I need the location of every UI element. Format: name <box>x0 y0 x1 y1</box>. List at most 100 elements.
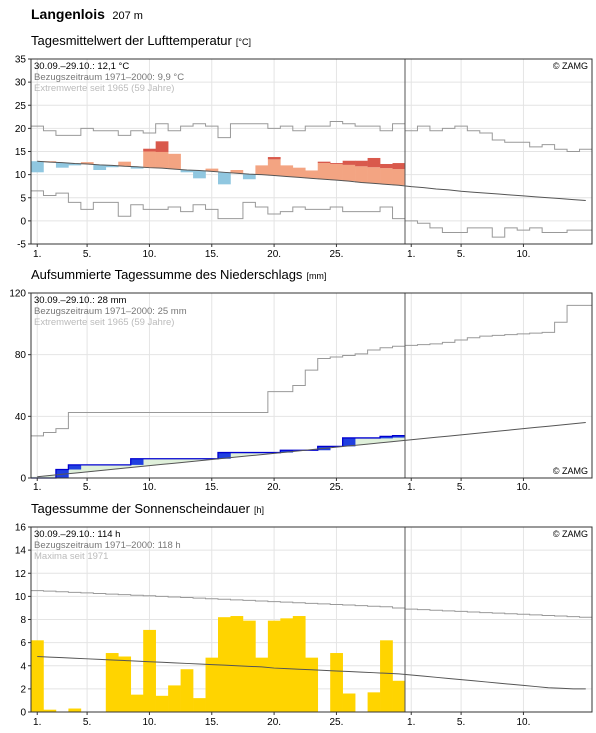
sunshine-bar <box>31 640 44 712</box>
temperature-anomaly-bar <box>255 165 269 175</box>
chart-title-text: Tagesmittelwert der Lufttemperatur <box>31 33 233 48</box>
temperature-anomaly-bar <box>317 161 331 164</box>
x-tick-label: 25. <box>329 717 343 728</box>
y-tick-label: 4 <box>20 661 26 672</box>
sunshine-bar <box>292 616 306 712</box>
min-extreme-line <box>31 190 592 238</box>
x-tick-label: 20. <box>267 249 281 260</box>
legend-info-line: Bezugszeitraum 1971–2000: 9,9 °C <box>34 72 184 83</box>
x-tick-label: 1. <box>407 717 415 728</box>
temperature-anomaly-bar <box>130 166 144 169</box>
x-tick-label: 15. <box>205 717 219 728</box>
x-tick-label: 20. <box>267 717 281 728</box>
sunshine-bar <box>367 692 381 712</box>
y-tick-label: 10 <box>15 170 27 181</box>
temperature-anomaly-bar <box>355 166 368 183</box>
sunshine-bar <box>380 640 393 712</box>
y-tick-label: 2 <box>20 684 26 695</box>
x-tick-label: 10. <box>516 717 530 728</box>
sunshine-bar <box>168 685 181 712</box>
sunshine-bar <box>118 656 132 712</box>
sunshine-bar <box>105 653 119 712</box>
x-tick-label: 25. <box>329 249 343 260</box>
chart-unit: [mm] <box>306 271 326 281</box>
y-tick-label: 120 <box>9 289 26 300</box>
precipitation-surplus-area <box>80 464 94 472</box>
sunshine-bar <box>218 617 231 712</box>
precipitation-surplus-area <box>193 458 206 461</box>
precipitation-surplus-area <box>367 437 381 444</box>
precipitation-surplus-area <box>242 452 256 456</box>
sunshine-bar <box>230 616 244 712</box>
temperature-chart: Tagesmittelwert der Lufttemperatur [°C] -5… <box>15 33 593 260</box>
y-tick-label: 25 <box>15 101 27 112</box>
chart-title: Aufsummierte Tagessumme des Niederschlag… <box>31 267 326 282</box>
legend-info-line: 30.09.–29.10.: 114 h <box>34 529 120 540</box>
precipitation-daily-bar <box>380 436 393 439</box>
x-tick-label: 15. <box>205 482 219 493</box>
y-tick-label: 14 <box>15 546 27 557</box>
precipitation-daily-bar <box>68 464 82 470</box>
y-tick-label: 0 <box>20 708 26 719</box>
sunshine-bar <box>267 620 281 712</box>
legend-info-line: Bezugszeitraum 1971–2000: 118 h <box>34 540 181 551</box>
y-tick-label: 12 <box>15 569 27 580</box>
station-name: Langenlois <box>31 6 105 22</box>
temperature-anomaly-bar <box>392 163 406 170</box>
precipitation-surplus-area <box>355 437 368 445</box>
y-tick-label: 15 <box>15 147 27 158</box>
precipitation-chart: Aufsummierte Tagessumme des Niederschlag… <box>9 267 593 493</box>
temperature-anomaly-bar <box>330 163 343 164</box>
precipitation-surplus-area <box>168 458 181 464</box>
y-tick-label: 35 <box>15 55 27 66</box>
x-tick-label: 5. <box>457 717 465 728</box>
temperature-anomaly-bar <box>218 172 231 185</box>
temperature-anomaly-bar <box>80 162 94 164</box>
legend-info-line: 30.09.–29.10.: 28 mm <box>34 295 127 306</box>
x-tick-label: 1. <box>407 482 415 493</box>
normal-line <box>37 656 586 690</box>
precipitation-daily-bar <box>218 452 231 459</box>
legend-info-line: 30.09.–29.10.: 12,1 °C <box>34 61 129 72</box>
y-tick-label: 0 <box>20 216 26 227</box>
chart-unit: [°C] <box>236 37 251 47</box>
sunshine-bar <box>180 669 194 712</box>
temperature-anomaly-bar <box>380 168 393 185</box>
temperature-anomaly-bar <box>342 164 356 182</box>
y-tick-label: 6 <box>20 638 26 649</box>
station-altitude: 207 m <box>112 10 143 22</box>
x-tick-label: 5. <box>83 482 91 493</box>
temperature-anomaly-bar <box>155 151 169 169</box>
header: Langenlois 207 m <box>31 6 143 24</box>
sunshine-bar <box>255 657 269 712</box>
temperature-anomaly-bar <box>380 163 393 169</box>
precipitation-surplus-area <box>255 452 269 455</box>
temperature-anomaly-bar <box>367 157 381 168</box>
chart-title-text: Aufsummierte Tagessumme des Niederschlag… <box>31 267 303 282</box>
precipitation-daily-bar <box>280 450 294 453</box>
normal-line <box>37 160 586 202</box>
sunshine-bar <box>130 694 144 712</box>
temperature-anomaly-bar <box>342 160 356 165</box>
precipitation-surplus-area <box>155 458 169 465</box>
temperature-anomaly-bar <box>330 163 343 181</box>
temperature-anomaly-bar <box>68 163 82 166</box>
temperature-anomaly-bar <box>205 168 219 172</box>
x-tick-label: 10. <box>142 717 156 728</box>
sunshine-bar <box>330 653 343 712</box>
legend-info-line: Maxima seit 1971 <box>34 551 108 562</box>
y-tick-label: -5 <box>17 240 26 251</box>
temperature-anomaly-bar <box>292 167 306 178</box>
x-tick-label: 20. <box>267 482 281 493</box>
legend-info-line: Bezugszeitraum 1971–2000: 25 mm <box>34 306 187 317</box>
x-tick-label: 10. <box>142 482 156 493</box>
temperature-anomaly-bar <box>267 159 281 176</box>
chart-unit: [h] <box>254 505 264 515</box>
precipitation-surplus-area <box>392 435 406 441</box>
x-tick-label: 1. <box>33 717 41 728</box>
copyright-label: © ZAMG <box>553 529 588 539</box>
legend-info-line: Extremwerte seit 1965 (59 Jahre) <box>34 83 174 94</box>
legend-info-line: Extremwerte seit 1965 (59 Jahre) <box>34 317 174 328</box>
copyright-label: © ZAMG <box>553 61 588 71</box>
chart-title: Tagessumme der Sonnenscheindauer [h] <box>31 501 264 516</box>
